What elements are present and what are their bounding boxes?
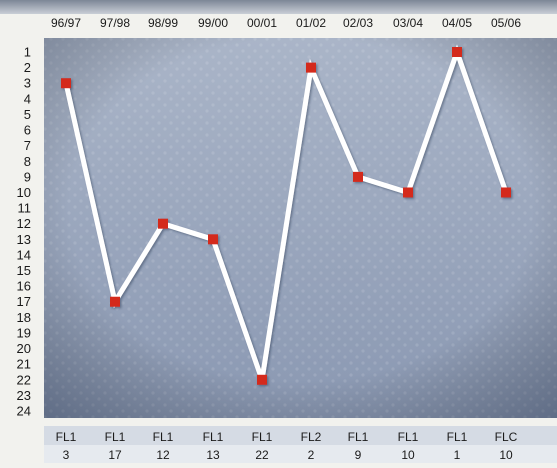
season-label: 05/06 — [491, 16, 521, 30]
data-point-marker — [257, 374, 267, 385]
y-tick-label: 19 — [17, 325, 31, 340]
y-tick-label: 14 — [17, 247, 31, 262]
y-tick-label: 4 — [24, 91, 31, 106]
y-tick-label: 21 — [17, 357, 31, 372]
data-point-marker — [306, 62, 316, 73]
x-axis-top-labels: 96/97 97/98 98/99 99/00 00/01 01/02 02/03 03/04… — [51, 16, 521, 30]
y-tick-label: 7 — [24, 138, 31, 153]
y-tick-label: 9 — [24, 169, 31, 184]
y-tick-label: 12 — [17, 216, 31, 231]
plot-vignette — [44, 38, 557, 418]
y-tick-label: 13 — [17, 232, 31, 247]
position-labels: 3 17 12 13 22 2 9 10 1 10 — [63, 448, 513, 462]
data-point-marker — [110, 296, 120, 307]
season-label: 01/02 — [296, 16, 326, 30]
data-point-marker — [403, 187, 413, 198]
position-label: 1 — [454, 448, 461, 462]
y-tick-label: 23 — [17, 388, 31, 403]
division-label: FL1 — [56, 430, 77, 444]
y-tick-label: 10 — [17, 185, 31, 200]
data-point-marker — [353, 171, 363, 182]
y-tick-label: 11 — [18, 201, 32, 216]
season-label: 99/00 — [198, 16, 228, 30]
division-label: FL1 — [398, 430, 419, 444]
y-tick-label: 3 — [24, 76, 31, 91]
y-tick-label: 18 — [17, 310, 31, 325]
position-label: 2 — [308, 448, 315, 462]
y-tick-label: 20 — [17, 341, 31, 356]
position-label: 12 — [156, 448, 170, 462]
division-label: FL1 — [203, 430, 224, 444]
season-label: 96/97 — [51, 16, 81, 30]
division-label: FLC — [495, 430, 518, 444]
division-label: FL1 — [252, 430, 273, 444]
series-layer — [61, 44, 511, 385]
y-tick-label: 24 — [17, 404, 31, 419]
y-tick-label: 16 — [17, 279, 31, 294]
season-label: 02/03 — [343, 16, 373, 30]
y-tick-label: 17 — [17, 294, 31, 309]
division-label: FL1 — [447, 430, 468, 444]
data-point-marker — [158, 218, 168, 229]
position-label: 3 — [63, 448, 70, 462]
division-labels: FL1 FL1 FL1 FL1 FL1 FL2 FL1 FL1 FL1 FLC — [56, 430, 518, 444]
season-label: 03/04 — [393, 16, 423, 30]
data-point-marker — [208, 234, 218, 245]
division-label: FL1 — [105, 430, 126, 444]
season-label: 97/98 — [100, 16, 130, 30]
y-tick-label: 8 — [24, 154, 31, 169]
y-tick-label: 5 — [24, 107, 31, 122]
season-label: 00/01 — [247, 16, 277, 30]
series-line — [63, 44, 509, 381]
position-label: 13 — [206, 448, 220, 462]
y-tick-label: 2 — [24, 60, 31, 75]
y-tick-label: 1 — [24, 45, 31, 60]
position-label: 17 — [108, 448, 122, 462]
y-tick-label: 6 — [24, 123, 31, 138]
position-label: 9 — [355, 448, 362, 462]
position-label: 10 — [499, 448, 513, 462]
division-label: FL1 — [348, 430, 369, 444]
bottom-table-row-2 — [44, 445, 557, 463]
position-label: 10 — [401, 448, 415, 462]
data-point-marker — [61, 78, 71, 89]
season-label: 04/05 — [442, 16, 472, 30]
y-tick-label: 22 — [17, 372, 31, 387]
division-label: FL1 — [153, 430, 174, 444]
data-point-marker — [452, 47, 462, 57]
season-label: 98/99 — [148, 16, 178, 30]
division-label: FL2 — [301, 430, 322, 444]
y-tick-label: 15 — [17, 263, 31, 278]
position-label: 22 — [255, 448, 269, 462]
top-band — [0, 0, 557, 14]
data-point-marker — [501, 187, 511, 198]
